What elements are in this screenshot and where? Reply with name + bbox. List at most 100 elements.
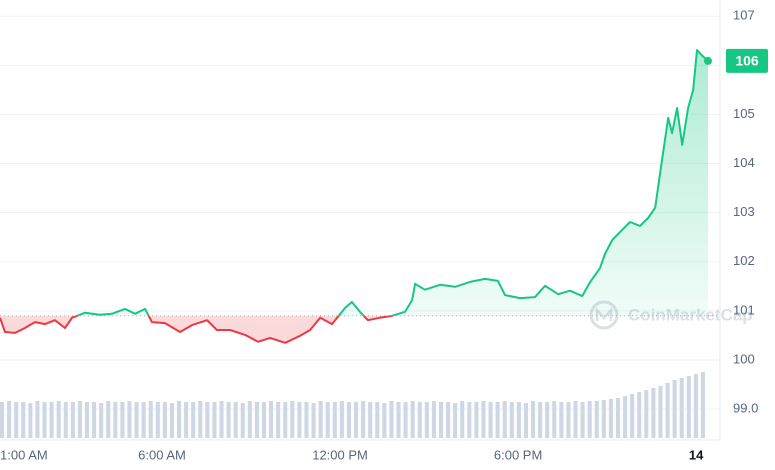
- volume-bar: [665, 383, 670, 438]
- volume-bar: [261, 402, 267, 438]
- volume-bar: [630, 394, 635, 438]
- area-up: [77, 50, 708, 316]
- volume-bar: [205, 402, 210, 438]
- x-tick-label: 14: [689, 447, 704, 462]
- volume-bar: [141, 402, 146, 438]
- volume-bar: [106, 401, 111, 438]
- volume-bar: [219, 401, 224, 438]
- volume-bar: [474, 402, 479, 438]
- volume-bar: [651, 388, 656, 438]
- volume-bar: [290, 401, 295, 438]
- grid: [0, 15, 720, 410]
- volume-bar: [460, 401, 465, 438]
- volume-bar: [693, 374, 698, 438]
- volume-bar: [637, 392, 642, 438]
- volume-bar: [417, 402, 422, 438]
- y-tick-label: 107: [733, 8, 755, 23]
- volume-bar: [552, 401, 557, 438]
- volume-bar: [63, 402, 68, 438]
- volume-bar: [191, 402, 196, 438]
- volume-bar: [339, 401, 344, 438]
- volume-bar: [438, 402, 444, 438]
- volume-bar: [240, 403, 245, 438]
- volume-bar: [212, 402, 217, 438]
- volume-bar: [77, 401, 82, 438]
- volume-bar: [177, 401, 182, 438]
- y-tick-label: 101: [733, 302, 755, 317]
- volume-bar: [297, 402, 302, 438]
- x-tick-label: 12:00 PM: [312, 447, 368, 462]
- volume-bar: [644, 390, 649, 438]
- volume-bar: [42, 402, 47, 438]
- volume-bar: [49, 402, 54, 438]
- volume-bar: [318, 401, 323, 438]
- volume-bar: [304, 402, 309, 438]
- volume-bar: [538, 402, 543, 438]
- volume-bar: [7, 401, 12, 438]
- volume-bar: [545, 402, 550, 438]
- volume-bar: [254, 402, 259, 438]
- volume-bar: [608, 399, 613, 438]
- y-tick-label: 102: [733, 253, 755, 268]
- volume-bar: [169, 403, 174, 438]
- volume-bar: [198, 401, 203, 438]
- y-tick-label: 99.0: [733, 401, 758, 416]
- volume-bar: [531, 401, 536, 438]
- volume-bar: [672, 380, 677, 438]
- volume-bar: [446, 402, 451, 438]
- volume-bar: [509, 402, 514, 438]
- volume-bar: [566, 402, 571, 438]
- volume-bar: [332, 402, 337, 438]
- price-line-up: [74, 49, 709, 316]
- volume-bar: [35, 401, 40, 438]
- volume-bar: [99, 403, 104, 438]
- y-tick-label: 105: [733, 106, 755, 121]
- volume-bar: [481, 401, 486, 438]
- volume-bar: [615, 398, 621, 438]
- volume-bar: [148, 401, 153, 438]
- volume-bar: [467, 402, 472, 438]
- volume-bar: [120, 402, 125, 438]
- volume-bar: [28, 403, 33, 438]
- volume-bar: [686, 376, 691, 438]
- volume-bar: [431, 401, 436, 438]
- volume-bar: [325, 402, 330, 438]
- volume-bar: [573, 401, 578, 438]
- volume-bar: [495, 402, 500, 438]
- volume-bar: [658, 386, 663, 438]
- volume-bar: [601, 400, 606, 438]
- volume-bar: [361, 401, 366, 438]
- volume-bar: [594, 401, 599, 438]
- volume-bar: [346, 402, 351, 438]
- volume-bar: [396, 402, 401, 438]
- volume-bar: [155, 402, 160, 438]
- volume-bar: [127, 401, 132, 438]
- volume-bar: [410, 401, 415, 438]
- volume-bar: [502, 401, 507, 438]
- volume-bar: [276, 402, 281, 438]
- y-tick-label: 103: [733, 204, 755, 219]
- volume-bars: [0, 372, 705, 438]
- last-price-box: [726, 48, 768, 73]
- volume-bar: [700, 372, 705, 438]
- volume-bar: [389, 401, 394, 438]
- axes: 99.0 100 101 102 103 104 105 106 107 1:00 AM 6:00 …: [0, 8, 768, 462]
- volume-bar: [453, 403, 458, 438]
- volume-bar: [226, 402, 231, 438]
- volume-bar: [623, 396, 628, 438]
- volume-bar: [14, 402, 19, 438]
- volume-bar: [488, 402, 493, 438]
- volume-bar: [113, 402, 118, 438]
- volume-bar: [162, 402, 167, 438]
- volume-bar: [580, 402, 585, 438]
- volume-bar: [516, 402, 521, 438]
- volume-bar: [134, 402, 139, 438]
- volume-bar: [184, 402, 189, 438]
- last-point: [704, 56, 712, 65]
- y-tick-label: 100: [733, 351, 755, 366]
- volume-bar: [70, 402, 75, 438]
- last-price-label: 106: [735, 53, 759, 69]
- volume-bar: [311, 403, 316, 438]
